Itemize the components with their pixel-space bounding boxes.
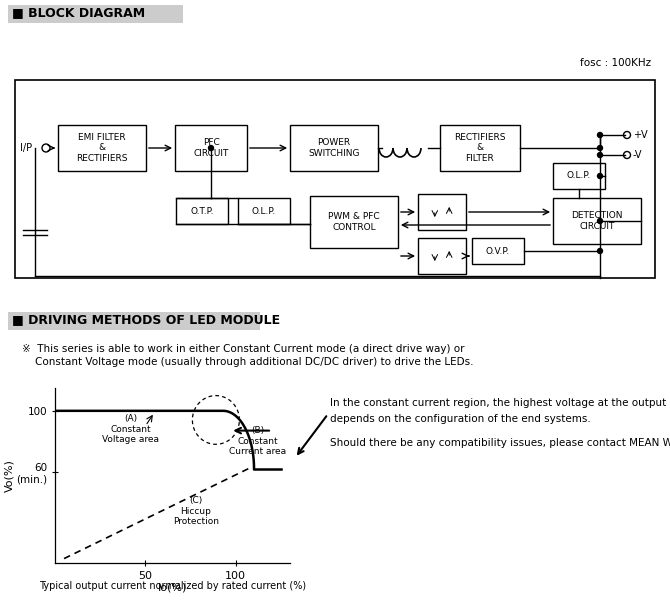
X-axis label: Io(%): Io(%) [158,582,187,592]
Bar [8,312,260,330]
Text: I/P: I/P [20,143,32,153]
Text: In the constant current region, the highest voltage at the output of the driver: In the constant current region, the high… [330,398,670,408]
Text: ■ BLOCK DIAGRAM: ■ BLOCK DIAGRAM [12,6,145,19]
Bar [176,198,228,224]
Text: Typical output current normalized by rated current (%): Typical output current normalized by rat… [39,581,306,591]
Circle shape [598,145,602,150]
Text: O.T.P.: O.T.P. [190,206,214,216]
Bar [418,238,466,274]
Text: PFC
CIRCUIT: PFC CIRCUIT [194,139,228,158]
Text: RECTIFIERS
&
FILTER: RECTIFIERS & FILTER [454,133,506,163]
Circle shape [598,132,602,137]
Text: O.L.P.: O.L.P. [252,206,276,216]
Bar [8,5,183,23]
Circle shape [598,219,602,224]
Text: -V: -V [633,150,643,160]
Bar [440,125,520,171]
Text: (A)
Constant
Voltage area: (A) Constant Voltage area [103,414,159,444]
Bar [175,125,247,171]
Bar [238,198,290,224]
Y-axis label: Vo(%): Vo(%) [5,459,15,492]
Text: (C)
Hiccup
Protection: (C) Hiccup Protection [173,496,219,526]
Bar [553,198,641,244]
Text: Should there be any compatibility issues, please contact MEAN WELL.: Should there be any compatibility issues… [330,438,670,448]
Bar [553,163,605,189]
Bar [58,125,146,171]
Text: EMI FILTER
&
RECTIFIERS: EMI FILTER & RECTIFIERS [76,133,128,163]
Bar [290,125,378,171]
Text: (B)
Constant
Current area: (B) Constant Current area [229,426,286,456]
Text: DETECTION
CIRCUIT: DETECTION CIRCUIT [572,211,622,231]
Text: O.L.P.: O.L.P. [567,171,591,180]
Text: PWM & PFC
CONTROL: PWM & PFC CONTROL [328,213,380,232]
Circle shape [598,153,602,158]
Circle shape [208,145,214,150]
Circle shape [598,174,602,179]
Circle shape [598,248,602,254]
Bar [472,238,524,264]
Text: fosc : 100KHz: fosc : 100KHz [580,58,651,68]
Text: ■ DRIVING METHODS OF LED MODULE: ■ DRIVING METHODS OF LED MODULE [12,313,280,326]
Text: ※  This series is able to work in either Constant Current mode (a direct drive w: ※ This series is able to work in either … [22,344,464,354]
Bar [418,194,466,230]
Text: Constant Voltage mode (usually through additional DC/DC driver) to drive the LED: Constant Voltage mode (usually through a… [22,357,474,367]
Text: +V: +V [633,130,648,140]
Text: POWER
SWITCHING: POWER SWITCHING [308,139,360,158]
Text: depends on the configuration of the end systems.: depends on the configuration of the end … [330,414,591,424]
Text: O.V.P.: O.V.P. [486,246,510,256]
Bar [15,80,655,278]
Bar [310,196,398,248]
